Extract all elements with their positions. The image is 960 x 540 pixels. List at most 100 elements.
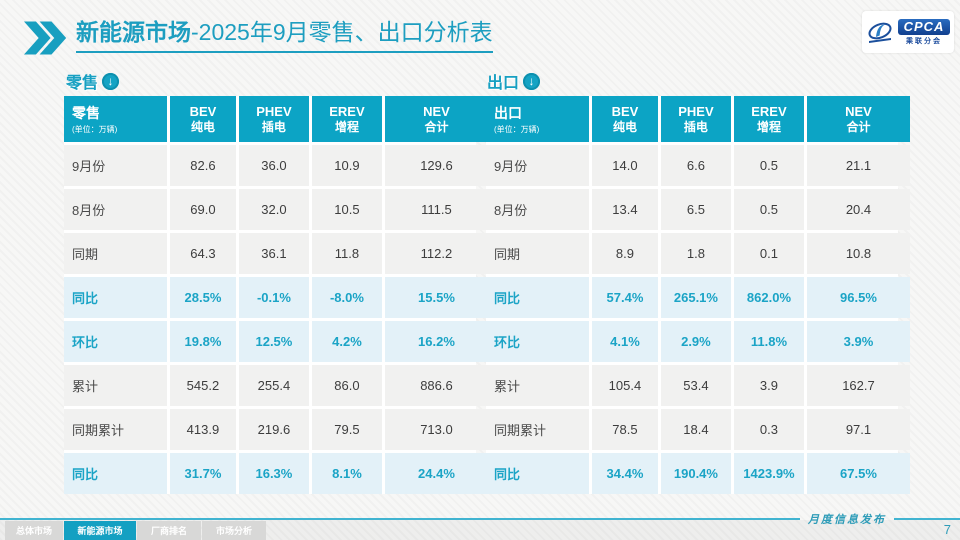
column-header-en: EREV xyxy=(329,104,365,119)
column-header-zh: 合计 xyxy=(846,119,871,134)
retail-table: 零售 (单位：万辆) BEV 纯电 PHEV 插电 EREV 增程 NEV 合计 9月份 82.6 36… xyxy=(64,96,488,494)
column-header-en: PHEV xyxy=(256,104,292,119)
column-header: NEV 合计 xyxy=(384,96,488,142)
cell-value: 18.4 xyxy=(660,409,731,450)
cell-value: 0.1 xyxy=(733,233,804,274)
cell-value: 713.0 xyxy=(384,409,488,450)
cell-value: 219.6 xyxy=(238,409,309,450)
cell-value: 886.6 xyxy=(384,365,488,406)
footer-rule-right xyxy=(894,518,960,520)
cell-value: 105.4 xyxy=(592,365,658,406)
retail-section-title: 零售 xyxy=(66,75,99,92)
cell-value: -8.0% xyxy=(311,277,382,318)
cell-value: 1.8 xyxy=(660,233,731,274)
export-section-title: 出口 xyxy=(487,75,520,92)
cell-value: 255.4 xyxy=(238,365,309,406)
cell-value: 413.9 xyxy=(170,409,236,450)
cell-value: 53.4 xyxy=(660,365,731,406)
row-label: 同比 xyxy=(486,453,589,494)
cell-value: 79.5 xyxy=(311,409,382,450)
cell-value: 15.5% xyxy=(384,277,488,318)
retail-section-label: 零售 ↓ xyxy=(66,69,120,93)
cell-value: 862.0% xyxy=(733,277,804,318)
page-title-rest: -2025年9月零售、出口分析表 xyxy=(191,19,493,45)
cell-value: 57.4% xyxy=(592,277,658,318)
tab-manufacturer-ranking[interactable]: 厂商排名 xyxy=(137,521,201,540)
footer-note: 月度信息发布 xyxy=(808,514,886,526)
tab-market-analysis[interactable]: 市场分析 xyxy=(202,521,266,540)
cell-value: 111.5 xyxy=(384,189,488,230)
cell-value: 265.1% xyxy=(660,277,731,318)
cell-value: 10.9 xyxy=(311,145,382,186)
cell-value: 4.2% xyxy=(311,321,382,362)
cpca-logo: CPCA 乘联分会 xyxy=(862,11,954,53)
cell-value: 10.8 xyxy=(806,233,910,274)
cpca-logo-subtitle: 乘联分会 xyxy=(906,37,942,45)
tab-nev-market[interactable]: 新能源市场 xyxy=(64,521,136,540)
export-section-label: 出口 ↓ xyxy=(487,69,541,93)
column-header-zh: 纯电 xyxy=(612,119,637,134)
cell-value: 0.3 xyxy=(733,409,804,450)
page-title-bold: 新能源市场 xyxy=(76,19,191,45)
cell-value: 10.5 xyxy=(311,189,382,230)
column-header: EREV 增程 xyxy=(311,96,382,142)
table-corner-title: 出口 xyxy=(494,105,522,121)
cell-value: 19.8% xyxy=(170,321,236,362)
cell-value: 69.0 xyxy=(170,189,236,230)
cpca-logo-acronym: CPCA xyxy=(897,18,951,35)
row-label: 累计 xyxy=(486,365,589,406)
cell-value: 6.5 xyxy=(660,189,731,230)
cell-value: 21.1 xyxy=(806,145,910,186)
cell-value: 28.5% xyxy=(170,277,236,318)
row-label: 同比 xyxy=(64,453,167,494)
cell-value: -0.1% xyxy=(238,277,309,318)
row-label: 累计 xyxy=(64,365,167,406)
cell-value: 20.4 xyxy=(806,189,910,230)
table-corner: 零售 (单位：万辆) xyxy=(64,96,167,142)
cell-value: 96.5% xyxy=(806,277,910,318)
cell-value: 36.0 xyxy=(238,145,309,186)
down-arrow-icon: ↓ xyxy=(102,72,120,90)
cell-value: 86.0 xyxy=(311,365,382,406)
column-header-en: NEV xyxy=(845,104,872,119)
double-chevron-icon xyxy=(24,21,67,55)
column-header-zh: 纯电 xyxy=(190,119,215,134)
cell-value: 162.7 xyxy=(806,365,910,406)
column-header: NEV 合计 xyxy=(806,96,910,142)
cell-value: 11.8 xyxy=(311,233,382,274)
cell-value: 78.5 xyxy=(592,409,658,450)
cpca-swoosh-icon xyxy=(868,22,892,43)
cell-value: 0.5 xyxy=(733,189,804,230)
cell-value: 97.1 xyxy=(806,409,910,450)
cell-value: 545.2 xyxy=(170,365,236,406)
column-header-zh: 合计 xyxy=(424,119,449,134)
column-header: BEV 纯电 xyxy=(592,96,658,142)
page-title: 新能源市场-2025年9月零售、出口分析表 xyxy=(76,18,493,53)
table-unit: (单位：万辆) xyxy=(494,125,540,134)
bottom-nav: 总体市场 新能源市场 厂商排名 市场分析 xyxy=(5,521,266,540)
column-header-en: NEV xyxy=(423,104,450,119)
cell-value: 24.4% xyxy=(384,453,488,494)
cell-value: 129.6 xyxy=(384,145,488,186)
tab-overall-market[interactable]: 总体市场 xyxy=(5,521,63,540)
cell-value: 8.9 xyxy=(592,233,658,274)
cell-value: 14.0 xyxy=(592,145,658,186)
cell-value: 36.1 xyxy=(238,233,309,274)
column-header-en: EREV xyxy=(751,104,787,119)
column-header: BEV 纯电 xyxy=(170,96,236,142)
column-header-zh: 插电 xyxy=(261,119,286,134)
table-unit: (单位：万辆) xyxy=(72,125,118,134)
row-label: 同比 xyxy=(64,277,167,318)
slide-title-row: 新能源市场-2025年9月零售、出口分析表 xyxy=(24,18,493,56)
cell-value: 32.0 xyxy=(238,189,309,230)
column-header-zh: 插电 xyxy=(683,119,708,134)
cell-value: 12.5% xyxy=(238,321,309,362)
cell-value: 34.4% xyxy=(592,453,658,494)
cell-value: 1423.9% xyxy=(733,453,804,494)
column-header-zh: 增程 xyxy=(334,119,359,134)
row-label: 同期 xyxy=(486,233,589,274)
row-label: 同期 xyxy=(64,233,167,274)
row-label: 9月份 xyxy=(64,145,167,186)
row-label: 同期累计 xyxy=(64,409,167,450)
cell-value: 2.9% xyxy=(660,321,731,362)
